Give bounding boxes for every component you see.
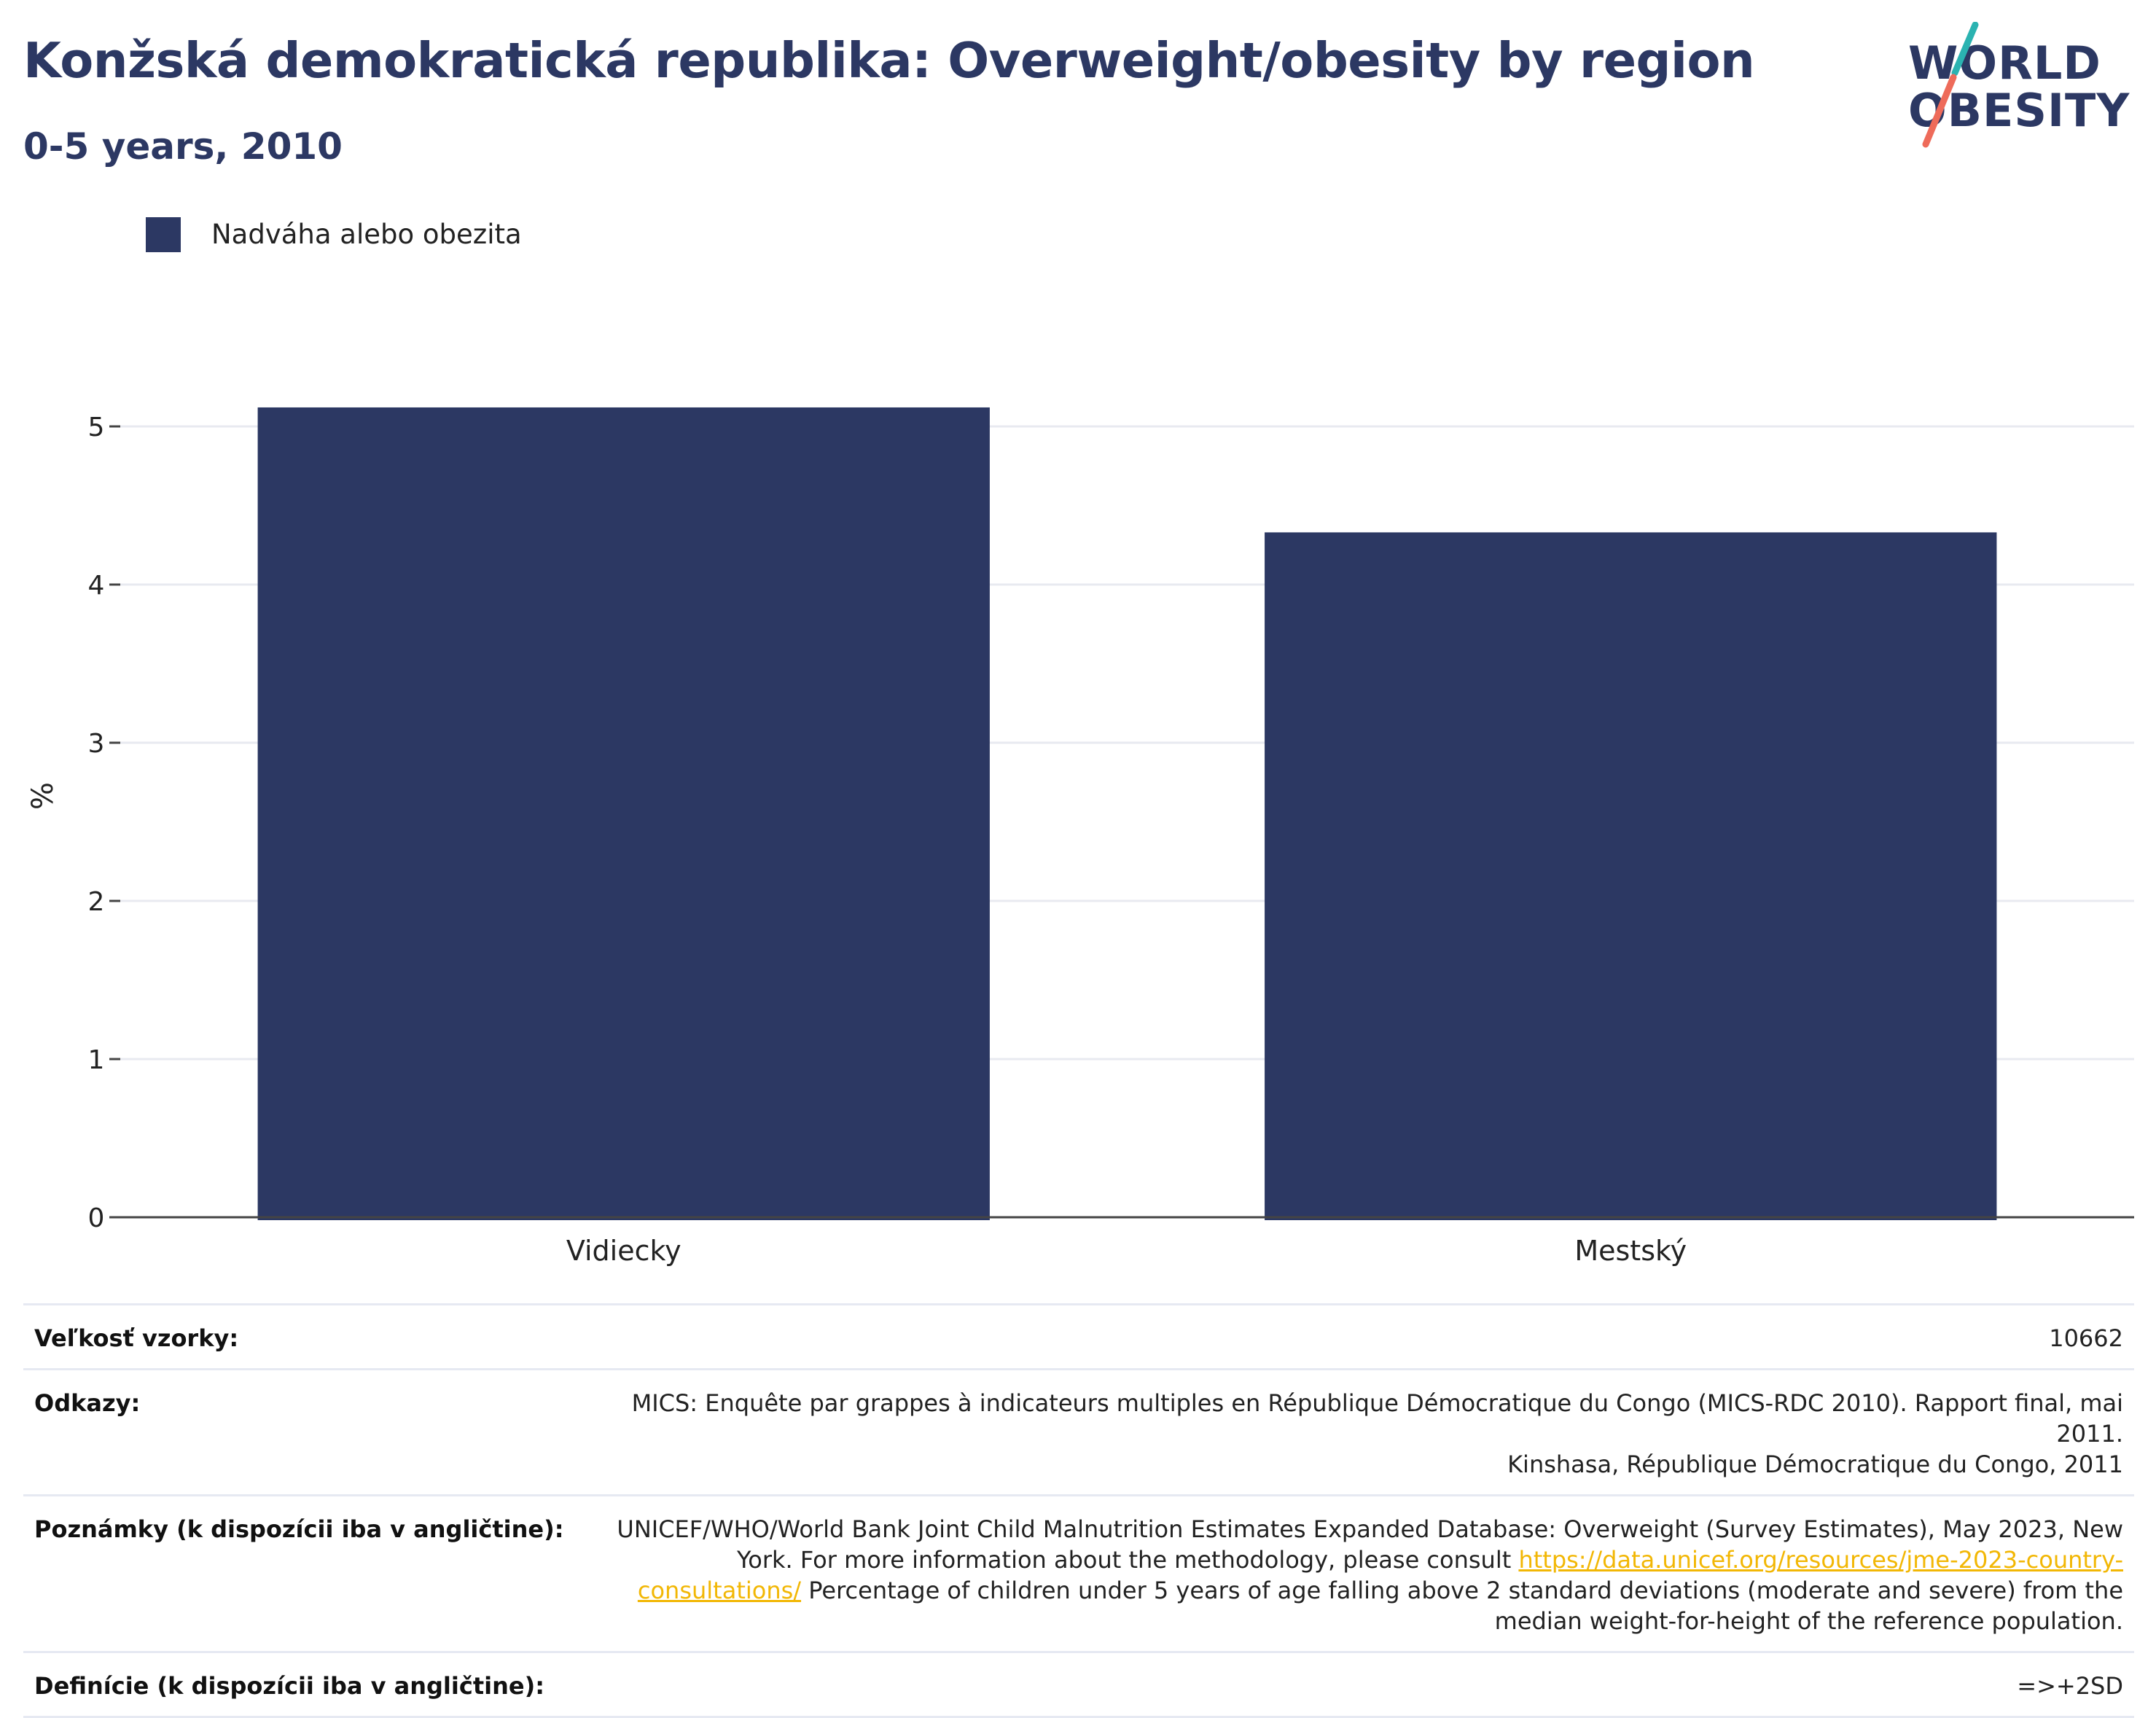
y-tick-label: 5 — [88, 413, 105, 442]
references-key: Odkazy: — [34, 1389, 141, 1417]
definitions-value: =>+2SD — [2017, 1672, 2123, 1700]
y-tick-label: 3 — [88, 729, 105, 759]
bars — [257, 407, 1997, 1221]
methodology-link[interactable]: https://data.unicef.org/resources/jme-20… — [637, 1546, 2123, 1604]
notes-text: UNICEF/WHO/World Bank Joint Child Malnut… — [617, 1515, 2123, 1574]
x-tick-labels: Vidiecky Mestský — [566, 1235, 1687, 1267]
x-tick-label: Vidiecky — [566, 1235, 681, 1267]
y-axis-label: % — [26, 782, 60, 810]
definitions-key: Definície (k dispozícii iba v angličtine… — [34, 1672, 544, 1700]
definitions-row: Definície (k dispozícii iba v angličtine… — [23, 1651, 2134, 1718]
y-tick-label: 2 — [88, 887, 105, 917]
legend-label: Nadváha alebo obezita — [211, 219, 522, 250]
y-tick-label: 1 — [88, 1045, 105, 1075]
notes-text-2: Percentage of children under 5 years of … — [808, 1577, 2123, 1635]
sample-size-value: 10662 — [2049, 1324, 2123, 1352]
sample-size-key: Veľkosť vzorky: — [34, 1324, 239, 1352]
world-obesity-logo: WORLD OBESITY — [1895, 22, 2143, 153]
references-row: Odkazy: MICS: Enquête par grappes à indi… — [23, 1368, 2134, 1494]
y-tick-labels: 0 1 2 3 4 5 — [88, 413, 105, 1233]
notes-key: Poznámky (k dispozícii iba v angličtine)… — [34, 1515, 564, 1543]
references-line-2: Kinshasa, République Démocratique du Con… — [1507, 1450, 2123, 1478]
chart-subtitle: 0-5 years, 2010 — [23, 125, 343, 168]
references-line-1: MICS: Enquête par grappes à indicateurs … — [631, 1389, 2123, 1448]
bar — [257, 407, 990, 1221]
info-table: Veľkosť vzorky: 10662 Odkazy: MICS: Enqu… — [23, 1303, 2134, 1718]
sample-size-row: Veľkosť vzorky: 10662 — [23, 1303, 2134, 1368]
notes-row: Poznámky (k dispozícii iba v angličtine)… — [23, 1494, 2134, 1651]
bar-chart: 0 1 2 3 4 5 Vidiecky Mestský % — [26, 407, 2134, 1267]
y-tick-label: 4 — [88, 571, 105, 601]
references-value: MICS: Enquête par grappes à indicateurs … — [593, 1388, 2123, 1480]
notes-value: UNICEF/WHO/World Bank Joint Child Malnut… — [593, 1514, 2123, 1636]
chart-title: Konžská demokratická republika: Overweig… — [23, 32, 1755, 89]
logo-slash-icon — [1922, 22, 1979, 148]
logo-line-1: WORLD — [1908, 36, 2101, 90]
legend-swatch — [146, 217, 181, 252]
x-tick-label: Mestský — [1574, 1235, 1687, 1267]
y-tick-label: 0 — [88, 1203, 105, 1233]
bar — [1265, 532, 1997, 1220]
